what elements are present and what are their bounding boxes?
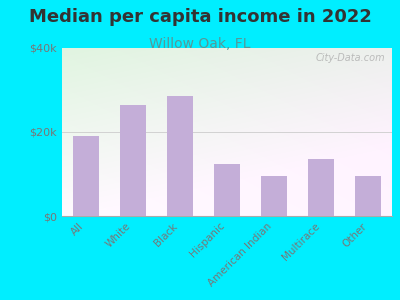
Bar xyxy=(356,176,381,216)
Bar xyxy=(167,96,193,216)
Text: City-Data.com: City-Data.com xyxy=(316,53,385,63)
Bar xyxy=(214,164,240,216)
Bar xyxy=(261,176,287,216)
Bar xyxy=(120,105,146,216)
Bar xyxy=(73,136,98,216)
Text: Median per capita income in 2022: Median per capita income in 2022 xyxy=(28,8,372,26)
Bar xyxy=(308,159,334,216)
Text: Willow Oak, FL: Willow Oak, FL xyxy=(149,38,251,52)
